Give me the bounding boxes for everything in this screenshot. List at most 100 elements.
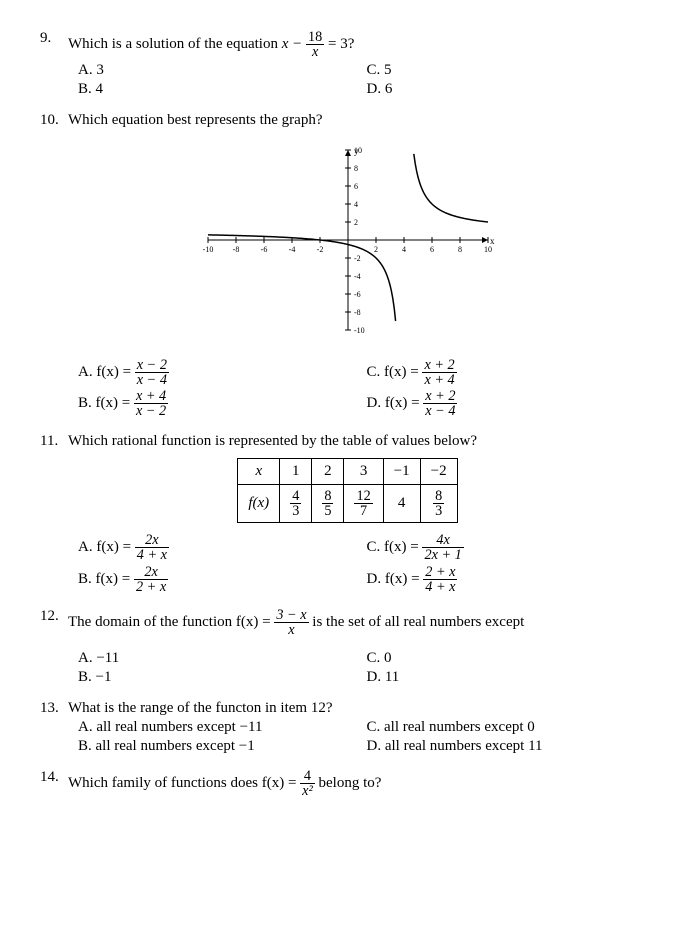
q9-frac-den: x (306, 45, 324, 59)
q9-eq-lhs: x − (282, 36, 303, 52)
q10-choice-b: B. f(x) = x + 4x − 2 (78, 389, 367, 419)
q9-choices: A. 3 B. 4 C. 5 D. 6 (78, 60, 655, 100)
q9-choice-d: D. 6 (367, 81, 656, 98)
q9-choice-b: B. 4 (78, 81, 367, 98)
q9-eq-rhs: = 3? (328, 36, 354, 52)
q10-choice-c: C. f(x) = x + 2x + 4 (367, 358, 656, 388)
q10-b-pre: B. f(x) = (78, 395, 130, 412)
q13-number: 13. (40, 700, 68, 717)
q13-choices: A. all real numbers except −11 B. all re… (78, 717, 655, 757)
q13-choice-c: C. all real numbers except 0 (367, 719, 656, 736)
q9-text: Which is a solution of the equation x − … (68, 30, 354, 60)
svg-text:-6: -6 (354, 290, 361, 299)
q10-d-den: x − 4 (423, 404, 457, 418)
q10-c-den: x + 4 (422, 373, 456, 387)
q13-choice-b: B. all real numbers except −1 (78, 738, 367, 755)
svg-text:-10: -10 (354, 326, 365, 335)
q11-choices: A. f(x) = 2x4 + x B. f(x) = 2x2 + x C. f… (78, 531, 655, 596)
question-10: 10. Which equation best represents the g… (40, 112, 655, 421)
question-11: 11. Which rational function is represent… (40, 433, 655, 597)
q11-c-num: 4x (422, 533, 463, 548)
svg-text:x: x (490, 236, 495, 246)
q10-choices: A. f(x) = x − 2x − 4 B. f(x) = x + 4x − … (78, 356, 655, 421)
q11-b-den: 2 + x (134, 580, 168, 594)
q14-text: Which family of functions does f(x) = 4 … (68, 769, 381, 799)
svg-text:4: 4 (354, 200, 358, 209)
q11-d-pre: D. f(x) = (367, 571, 420, 588)
q10-text: Which equation best represents the graph… (68, 112, 323, 129)
q14-frac-den: x² (300, 784, 315, 798)
question-12: 12. The domain of the function f(x) = 3 … (40, 608, 655, 688)
q10-a-pre: A. f(x) = (78, 364, 131, 381)
svg-text:8: 8 (458, 245, 462, 254)
q11-a-pre: A. f(x) = (78, 539, 131, 556)
svg-text:-2: -2 (354, 254, 361, 263)
q9-number: 9. (40, 30, 68, 47)
svg-text:-8: -8 (232, 245, 239, 254)
q13-choice-d: D. all real numbers except 11 (367, 738, 656, 755)
q11-d-num: 2 + x (423, 565, 457, 580)
q14-text-after: belong to? (319, 775, 382, 791)
q10-graph: -10-8-6-4-2246810-10-8-6-4-2246810xy (40, 135, 655, 350)
svg-text:2: 2 (354, 218, 358, 227)
q11-number: 11. (40, 433, 68, 450)
q12-choice-c: C. 0 (367, 650, 656, 667)
svg-text:4: 4 (402, 245, 406, 254)
svg-text:-8: -8 (354, 308, 361, 317)
svg-text:-4: -4 (288, 245, 295, 254)
q10-c-num: x + 2 (422, 358, 456, 373)
q12-text: The domain of the function f(x) = 3 − x … (68, 608, 524, 638)
q10-d-num: x + 2 (423, 389, 457, 404)
q11-choice-b: B. f(x) = 2x2 + x (78, 565, 367, 595)
question-14: 14. Which family of functions does f(x) … (40, 769, 655, 799)
q10-b-num: x + 4 (134, 389, 168, 404)
svg-text:6: 6 (354, 182, 358, 191)
q10-c-pre: C. f(x) = (367, 364, 419, 381)
question-9: 9. Which is a solution of the equation x… (40, 30, 655, 100)
q9-frac-num: 18 (306, 30, 324, 45)
q11-a-num: 2x (135, 533, 169, 548)
q10-d-pre: D. f(x) = (367, 395, 420, 412)
graph-svg: -10-8-6-4-2246810-10-8-6-4-2246810xy (193, 135, 503, 345)
q12-frac-den: x (274, 623, 308, 637)
svg-text:2: 2 (374, 245, 378, 254)
svg-text:-4: -4 (354, 272, 361, 281)
q11-c-pre: C. f(x) = (367, 539, 419, 556)
q11-choice-d: D. f(x) = 2 + x4 + x (367, 565, 656, 595)
q10-choice-d: D. f(x) = x + 2x − 4 (367, 389, 656, 419)
q12-text-after: is the set of all real numbers except (312, 614, 524, 630)
q12-number: 12. (40, 608, 68, 625)
svg-text:-2: -2 (316, 245, 323, 254)
q14-text-before: Which family of functions does f(x) = (68, 775, 296, 791)
q11-b-num: 2x (134, 565, 168, 580)
q11-table: x123−1−2f(x)4385127483 (237, 458, 457, 524)
q10-choice-a: A. f(x) = x − 2x − 4 (78, 358, 367, 388)
q12-choice-b: B. −1 (78, 669, 367, 686)
svg-text:8: 8 (354, 164, 358, 173)
question-13: 13. What is the range of the functon in … (40, 700, 655, 757)
svg-text:y: y (354, 146, 359, 156)
q9-frac: 18 x (306, 30, 324, 60)
q10-a-den: x − 4 (135, 373, 169, 387)
q10-b-den: x − 2 (134, 404, 168, 418)
q11-c-den: 2x + 1 (422, 548, 463, 562)
q12-choices: A. −11 B. −1 C. 0 D. 11 (78, 648, 655, 688)
q11-text: Which rational function is represented b… (68, 433, 477, 450)
q9-choice-c: C. 5 (367, 62, 656, 79)
q12-frac-num: 3 − x (274, 608, 308, 623)
q11-b-pre: B. f(x) = (78, 571, 130, 588)
q11-d-den: 4 + x (423, 580, 457, 594)
svg-text:-10: -10 (202, 245, 213, 254)
svg-text:-6: -6 (260, 245, 267, 254)
svg-text:6: 6 (430, 245, 434, 254)
q12-text-before: The domain of the function f(x) = (68, 614, 271, 630)
q10-number: 10. (40, 112, 68, 129)
q14-number: 14. (40, 769, 68, 786)
q9-text-before: Which is a solution of the equation (68, 36, 282, 52)
q11-choice-a: A. f(x) = 2x4 + x (78, 533, 367, 563)
q12-choice-d: D. 11 (367, 669, 656, 686)
q11-choice-c: C. f(x) = 4x2x + 1 (367, 533, 656, 563)
q9-choice-a: A. 3 (78, 62, 367, 79)
q13-text: What is the range of the functon in item… (68, 700, 333, 717)
q13-choice-a: A. all real numbers except −11 (78, 719, 367, 736)
